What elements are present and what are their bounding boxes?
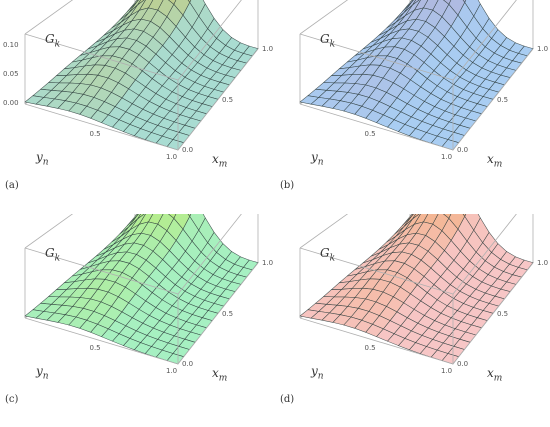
z-axis-label: Gk bbox=[320, 246, 335, 263]
x-tick-label: 1.0 bbox=[537, 45, 549, 53]
box-edge bbox=[24, 214, 74, 249]
box-edge bbox=[24, 33, 179, 81]
panel-label: (b) bbox=[280, 180, 295, 191]
y-axis-label-main: y bbox=[36, 150, 43, 164]
surface-plot bbox=[299, 214, 534, 365]
y-axis-label-main: y bbox=[311, 150, 318, 164]
z-axis-label-sub: k bbox=[54, 253, 61, 264]
y-axis-label-sub: n bbox=[317, 371, 324, 382]
surface-mesh bbox=[299, 214, 534, 365]
panel-a: Gk xm yn (a) 0.10 0.05 0.00 1.0 0.5 0.0 0.5 1.0 bbox=[0, 0, 275, 213]
z-axis-label-sub: k bbox=[329, 253, 336, 264]
y-axis-label: yn bbox=[311, 150, 324, 167]
box-edge bbox=[24, 0, 74, 35]
box-edge bbox=[177, 0, 242, 81]
z-axis-label: Gk bbox=[45, 32, 60, 49]
x-tick-label: 0.5 bbox=[222, 309, 234, 318]
x-tick-label: 0.0 bbox=[182, 360, 194, 368]
panel-c: Gk xm yn (c) 1.0 0.5 0.0 0.5 1.0 bbox=[0, 214, 275, 427]
x-axis-label: xm bbox=[212, 152, 227, 169]
surface-cell bbox=[24, 309, 45, 319]
z-axis-label: Gk bbox=[45, 246, 60, 263]
y-tick-label: 1.0 bbox=[166, 367, 178, 375]
x-axis-label: xm bbox=[487, 366, 502, 383]
surface-cell bbox=[299, 95, 320, 105]
z-axis-label-sub: k bbox=[54, 39, 61, 50]
y-axis-label: yn bbox=[36, 150, 49, 167]
box-edge bbox=[299, 0, 349, 35]
panel-d: Gk xm yn (d) 1.0 0.5 0.0 0.5 1.0 bbox=[275, 214, 550, 427]
panel-label: (c) bbox=[5, 394, 19, 405]
z-tick-label: 0.10 bbox=[3, 40, 19, 49]
box-edge bbox=[452, 48, 534, 151]
box-edge bbox=[24, 317, 179, 365]
box-edge bbox=[299, 317, 454, 365]
x-tick-label: 0.0 bbox=[457, 146, 469, 154]
box-edge bbox=[299, 247, 454, 295]
y-tick-label: 1.0 bbox=[166, 153, 178, 161]
box-edge bbox=[177, 214, 242, 295]
x-axis-label-sub: m bbox=[218, 159, 228, 170]
y-axis-label: yn bbox=[311, 364, 324, 381]
z-axis-label: Gk bbox=[320, 32, 335, 49]
box-edge bbox=[452, 0, 517, 81]
x-tick-label: 0.5 bbox=[222, 95, 234, 104]
box-edge bbox=[24, 103, 179, 151]
z-axis-label-main: G bbox=[45, 246, 55, 260]
y-axis-label-sub: n bbox=[42, 157, 49, 168]
x-tick-label: 0.5 bbox=[497, 95, 509, 104]
z-axis-label-main: G bbox=[320, 32, 330, 46]
box-edge bbox=[24, 247, 179, 295]
surface-plot bbox=[24, 214, 259, 365]
surface-plot bbox=[24, 0, 259, 151]
surface-mesh bbox=[24, 214, 259, 365]
box-edge bbox=[177, 48, 259, 151]
y-axis-label-sub: n bbox=[42, 371, 49, 382]
panel-label: (a) bbox=[5, 180, 19, 191]
x-tick-label: 1.0 bbox=[262, 45, 274, 53]
y-tick-label: 1.0 bbox=[441, 367, 453, 375]
x-axis-label-main: x bbox=[487, 366, 494, 380]
panel-label: (d) bbox=[280, 394, 295, 405]
x-axis-label-sub: m bbox=[493, 373, 503, 384]
x-axis-label-main: x bbox=[212, 152, 219, 166]
y-tick-label: 0.5 bbox=[89, 130, 101, 138]
x-tick-label: 1.0 bbox=[537, 259, 549, 267]
surface-mesh bbox=[299, 0, 534, 151]
box-edge bbox=[299, 33, 454, 81]
y-tick-label: 0.5 bbox=[89, 344, 101, 352]
z-axis-label-main: G bbox=[320, 246, 330, 260]
y-axis-label: yn bbox=[36, 364, 49, 381]
y-axis-label-main: y bbox=[311, 364, 318, 378]
x-tick-label: 0.0 bbox=[182, 146, 194, 154]
x-tick-label: 0.5 bbox=[497, 309, 509, 318]
box-edge bbox=[452, 262, 534, 365]
x-axis-label: xm bbox=[212, 366, 227, 383]
y-axis-label-sub: n bbox=[317, 157, 324, 168]
x-tick-label: 1.0 bbox=[262, 259, 274, 267]
z-axis-label-main: G bbox=[45, 32, 55, 46]
box-edge bbox=[299, 214, 349, 249]
y-axis-label-main: y bbox=[36, 364, 43, 378]
y-tick-label: 1.0 bbox=[441, 153, 453, 161]
x-axis-label-main: x bbox=[212, 366, 219, 380]
surface-cell bbox=[24, 95, 45, 105]
box-edge bbox=[177, 262, 259, 365]
x-axis-label-sub: m bbox=[218, 373, 228, 384]
surface-plot bbox=[299, 0, 534, 151]
surface-cell bbox=[299, 309, 320, 319]
box-edge bbox=[299, 103, 454, 151]
z-tick-label: 0.00 bbox=[3, 99, 19, 107]
x-axis-label-main: x bbox=[487, 152, 494, 166]
x-axis-label-sub: m bbox=[493, 159, 503, 170]
y-tick-label: 0.5 bbox=[364, 130, 376, 138]
y-tick-label: 0.5 bbox=[364, 344, 376, 352]
panel-b: Gk xm yn (b) 1.0 0.5 0.0 0.5 1.0 bbox=[275, 0, 550, 213]
x-tick-label: 0.0 bbox=[457, 360, 469, 368]
z-axis-label-sub: k bbox=[329, 39, 336, 50]
box-edge bbox=[452, 214, 517, 295]
z-tick-label: 0.05 bbox=[3, 69, 19, 78]
x-axis-label: xm bbox=[487, 152, 502, 169]
